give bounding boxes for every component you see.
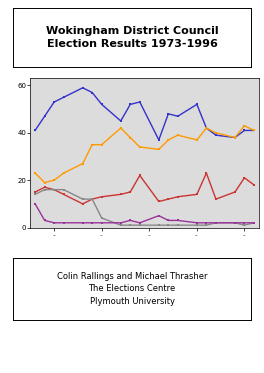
- Text: Wokingham District Council
Election Results 1973-1996: Wokingham District Council Election Resu…: [46, 26, 218, 49]
- Text: Colin Rallings and Michael Thrasher
The Elections Centre
Plymouth University: Colin Rallings and Michael Thrasher The …: [57, 272, 207, 306]
